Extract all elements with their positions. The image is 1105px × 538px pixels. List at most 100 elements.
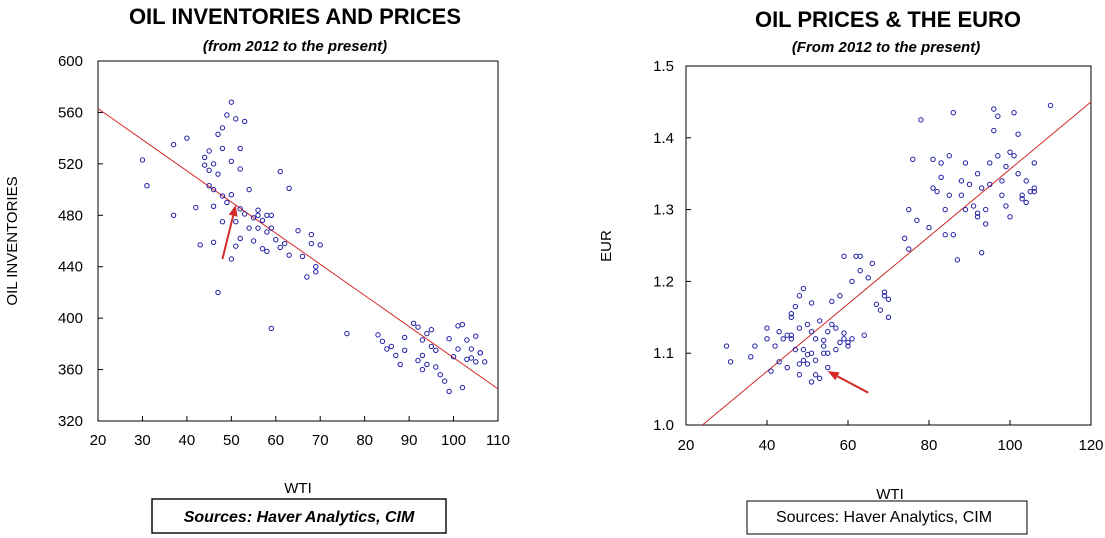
data-point (983, 206, 989, 213)
data-point (259, 246, 266, 252)
data-point (228, 158, 235, 164)
data-point (837, 339, 843, 346)
plot-frame (97, 60, 499, 422)
data-point (299, 253, 306, 260)
data-point (237, 145, 243, 152)
data-point (1003, 163, 1009, 170)
source-box (151, 498, 447, 534)
data-point (999, 178, 1005, 184)
data-point (958, 192, 965, 198)
data-point (384, 346, 390, 352)
data-point (424, 330, 430, 337)
data-point (219, 193, 226, 199)
data-point (752, 343, 758, 349)
y-tick-label: 560 (58, 104, 83, 121)
data-point (845, 339, 851, 346)
data-point (841, 336, 847, 342)
data-point (877, 307, 884, 313)
x-tick-label: 20 (678, 437, 695, 454)
x-tick-label: 60 (267, 432, 284, 449)
data-point (473, 333, 479, 339)
data-point (804, 321, 811, 328)
data-point (313, 269, 319, 275)
data-point (317, 242, 323, 248)
plot-frame (685, 65, 1092, 426)
data-point (277, 244, 283, 251)
data-point (388, 343, 395, 350)
data-point (768, 368, 774, 374)
data-point (776, 359, 782, 365)
x-tick-label: 110 (486, 432, 510, 449)
data-point (881, 293, 888, 299)
data-point (397, 361, 403, 368)
data-point (450, 354, 457, 360)
data-point (219, 125, 226, 131)
data-point (983, 221, 989, 227)
chart-title: OIL PRICES & THE EURO (755, 7, 1021, 32)
data-point (788, 336, 794, 342)
data-point (193, 204, 199, 211)
data-point (268, 212, 275, 218)
y-axis-label: OIL INVENTORIES (4, 176, 21, 305)
annotation-arrow (221, 205, 238, 260)
data-point (228, 256, 235, 262)
data-point (938, 174, 944, 180)
x-tick-label: 100 (441, 432, 466, 449)
chart-subtitle: (From 2012 to the present) (792, 39, 980, 56)
y-tick-label: 1.3 (653, 202, 674, 219)
x-tick-label: 20 (90, 432, 107, 449)
data-point (800, 357, 807, 364)
data-point (401, 347, 408, 353)
data-point (833, 346, 839, 353)
data-point (210, 161, 217, 167)
data-point (237, 235, 243, 242)
data-points (723, 102, 1054, 385)
data-point (808, 350, 815, 356)
data-point (869, 260, 875, 267)
data-point (233, 219, 239, 225)
source-box (746, 500, 1028, 535)
data-point (184, 135, 190, 141)
data-point (237, 166, 243, 172)
data-point (764, 336, 770, 342)
data-point (995, 153, 1001, 159)
source-text: Sources: Haver Analytics, CIM (184, 509, 415, 526)
data-point (250, 238, 257, 244)
data-point (233, 116, 239, 122)
data-point (1011, 109, 1017, 116)
data-point (286, 252, 292, 258)
data-point (991, 127, 997, 134)
data-point (796, 293, 803, 299)
arrow-head (827, 371, 840, 381)
data-point (816, 375, 823, 382)
data-point (857, 253, 863, 259)
x-axis-label: WTI (284, 480, 312, 497)
data-point (419, 366, 426, 373)
data-point (215, 131, 221, 137)
y-tick-label: 360 (58, 362, 83, 379)
data-point (433, 364, 439, 370)
data-point (308, 240, 315, 247)
data-point (473, 359, 479, 365)
data-point (796, 361, 803, 367)
data-point (938, 160, 944, 166)
data-point (849, 278, 855, 285)
regression-line (98, 108, 498, 390)
data-point (950, 232, 956, 238)
data-point (1007, 149, 1013, 155)
data-point (918, 117, 924, 123)
annotation-arrow (827, 371, 869, 394)
data-point (228, 192, 235, 198)
data-point (970, 203, 977, 209)
data-point (934, 188, 940, 195)
data-point (821, 343, 827, 349)
data-point (906, 206, 912, 213)
data-point (792, 346, 799, 353)
data-point (277, 168, 283, 175)
data-point (433, 347, 439, 353)
data-point (748, 354, 754, 360)
axis-ticks: 20 30 40 50 60 70 80 90 100 110 320 360 400 440 480 520… (58, 53, 510, 449)
data-point (841, 330, 847, 336)
data-point (428, 327, 435, 333)
data-point (415, 357, 421, 364)
